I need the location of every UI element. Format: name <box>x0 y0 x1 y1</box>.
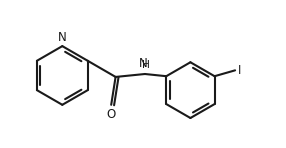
Text: N: N <box>139 57 148 70</box>
Text: N: N <box>58 31 67 44</box>
Text: H: H <box>142 61 150 70</box>
Text: I: I <box>237 64 241 77</box>
Text: O: O <box>107 108 116 121</box>
